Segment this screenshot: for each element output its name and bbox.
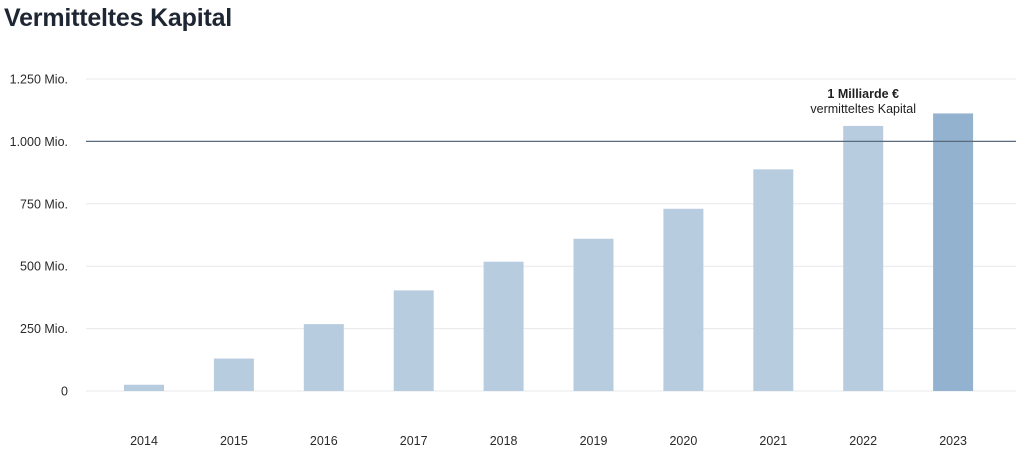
- y-tick-label: 0: [61, 385, 68, 399]
- annotation: 1 Milliarde €vermitteltes Kapital: [810, 87, 916, 116]
- bar-2017: [393, 290, 434, 391]
- x-tick-label: 2019: [580, 434, 608, 448]
- y-tick-label: 500 Mio.: [20, 260, 68, 274]
- bar-2022: [843, 125, 884, 391]
- annotation-title: 1 Milliarde €: [827, 87, 899, 101]
- y-tick-label: 1.250 Mio.: [10, 73, 68, 87]
- x-tick-label: 2022: [849, 434, 877, 448]
- bars: [124, 113, 974, 392]
- bar-2020: [663, 208, 704, 391]
- x-tick-label: 2014: [130, 434, 158, 448]
- y-axis-labels: 0 250 Mio. 500 Mio. 750 Mio. 1.000 Mio. 1.250…: [10, 73, 68, 399]
- x-tick-label: 2016: [310, 434, 338, 448]
- x-tick-label: 2017: [400, 434, 428, 448]
- bar-2015: [213, 358, 254, 391]
- chart-title: Vermitteltes Kapital: [4, 4, 233, 32]
- bar-2016: [303, 324, 344, 391]
- bar-2023: [933, 113, 974, 392]
- x-tick-label: 2015: [220, 434, 248, 448]
- x-tick-label: 2021: [759, 434, 787, 448]
- y-tick-label: 250 Mio.: [20, 322, 68, 336]
- bar-2019: [573, 238, 614, 391]
- x-axis-labels: 2014 2015 2016 2017 2018 2019 2020 2021 2022 2023: [130, 434, 967, 448]
- bar-2014: [124, 384, 164, 391]
- annotation-subtitle: vermitteltes Kapital: [810, 102, 916, 116]
- x-tick-label: 2020: [669, 434, 697, 448]
- y-tick-label: 750 Mio.: [20, 197, 68, 211]
- bar-2018: [483, 261, 524, 391]
- y-tick-label: 1.000 Mio.: [10, 135, 68, 149]
- bar-2021: [753, 169, 794, 391]
- x-tick-label: 2023: [939, 434, 967, 448]
- x-tick-label: 2018: [490, 434, 518, 448]
